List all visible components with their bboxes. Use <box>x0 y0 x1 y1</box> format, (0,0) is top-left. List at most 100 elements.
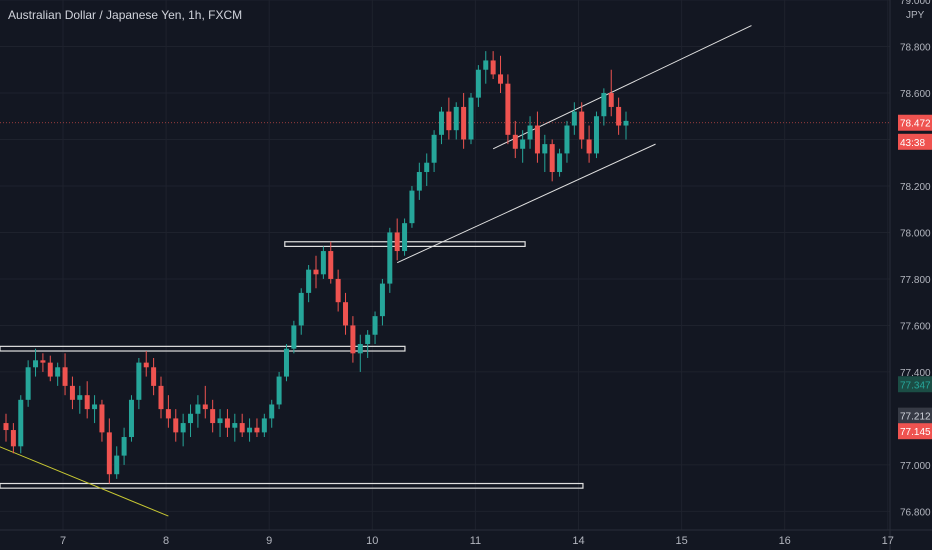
candle-11 <box>84 381 90 419</box>
price-label-bg-3 <box>898 407 932 424</box>
price-label-bg-2 <box>898 376 932 393</box>
channel-lower-line[interactable] <box>396 143 656 264</box>
candle-body <box>313 269 319 275</box>
candle-body <box>84 395 90 410</box>
candle-body <box>601 92 607 117</box>
x-tick-label-4: 11 <box>470 535 481 547</box>
candle-body <box>158 385 164 410</box>
candle-17 <box>128 395 134 442</box>
price-axis-bg <box>890 0 932 550</box>
candle-60 <box>446 97 452 140</box>
x-tick-label-6: 15 <box>675 535 687 547</box>
candle-32 <box>239 413 245 438</box>
candle-body <box>180 423 186 433</box>
candle-body <box>549 144 555 173</box>
candle-76 <box>564 120 570 163</box>
candle-82 <box>608 69 614 117</box>
candle-body <box>527 125 533 140</box>
candle-10 <box>77 385 83 414</box>
candle-body <box>202 404 208 410</box>
candle-body <box>520 139 526 149</box>
candle-18 <box>136 357 142 410</box>
candle-4 <box>33 348 39 377</box>
candle-67 <box>498 55 504 93</box>
candle-body <box>298 292 304 326</box>
interval: 1h <box>188 8 202 22</box>
candle-body <box>623 120 629 126</box>
y-tick-label-6: 77.800 <box>900 275 931 286</box>
x-tick-label-2: 9 <box>266 535 272 547</box>
price-label-1: 43:38 <box>900 138 925 149</box>
candle-51 <box>379 278 385 326</box>
candle-body <box>33 360 39 368</box>
candle-6 <box>47 355 53 382</box>
candle-body <box>571 111 577 126</box>
candle-body <box>350 325 356 354</box>
candle-body <box>224 418 230 428</box>
price-label-bg-4 <box>898 423 932 440</box>
time-axis[interactable]: 7 8 9 10 11 14 15 16 17 <box>0 529 932 547</box>
candle-41 <box>306 265 312 303</box>
candle-70 <box>520 130 526 163</box>
candle-7 <box>55 362 61 386</box>
candle-body <box>276 376 282 405</box>
chart-drawings[interactable] <box>0 25 890 517</box>
candle-body <box>394 232 400 252</box>
candle-69 <box>512 120 518 159</box>
chart-title: Australian Dollar / Japanese Yen, 1h, FX… <box>8 8 243 22</box>
candle-21 <box>158 376 164 419</box>
candle-body <box>379 283 385 317</box>
candle-52 <box>387 227 393 293</box>
candle-83 <box>616 97 622 135</box>
candle-35 <box>261 413 267 438</box>
y-tick-label-4: 78.200 <box>900 182 931 193</box>
candle-body <box>402 223 408 252</box>
price-label-bg-1 <box>898 133 932 150</box>
candle-body <box>106 432 112 475</box>
candle-62 <box>461 92 467 149</box>
candle-42 <box>313 255 319 289</box>
y-tick-label-8: 77.400 <box>900 368 931 379</box>
candle-71 <box>527 116 533 149</box>
candle-body <box>18 399 24 447</box>
price-label-bg-0 <box>898 114 932 131</box>
currency-label: JPY <box>906 10 925 21</box>
support-zone-77-5[interactable] <box>0 345 406 352</box>
candle-22 <box>165 395 171 428</box>
candle-body <box>136 362 142 400</box>
candle-body <box>40 360 46 363</box>
candle-61 <box>453 102 459 140</box>
candle-body <box>195 404 201 414</box>
candle-body <box>217 418 223 424</box>
yellow-trend-line[interactable] <box>0 446 169 517</box>
price-axis[interactable]: 79.00078.80078.60078.40078.20078.00077.8… <box>889 0 932 550</box>
candle-body <box>261 418 267 433</box>
x-tick-label-0: 7 <box>60 535 66 547</box>
candle-20 <box>151 357 157 396</box>
candle-body <box>291 325 297 349</box>
candle-body <box>77 395 83 400</box>
candle-57 <box>424 153 430 186</box>
candle-55 <box>409 185 415 228</box>
candle-body <box>424 162 430 173</box>
candle-56 <box>416 162 422 200</box>
candle-26 <box>195 395 201 428</box>
candle-50 <box>372 311 378 345</box>
candle-34 <box>254 418 260 438</box>
candle-body <box>409 190 415 224</box>
support-zone-76-9[interactable] <box>0 482 584 489</box>
candle-47 <box>350 316 356 363</box>
candle-38 <box>283 344 289 382</box>
candle-75 <box>557 148 563 177</box>
candle-body <box>121 437 127 456</box>
candle-2 <box>18 395 24 454</box>
price-label-3: 77.212 <box>900 412 931 423</box>
candle-body <box>210 409 216 424</box>
candle-body <box>25 367 31 400</box>
candle-16 <box>121 427 127 465</box>
candle-68 <box>505 74 511 145</box>
x-tick-label-1: 8 <box>163 535 169 547</box>
candle-84 <box>623 111 629 140</box>
candle-body <box>3 423 9 431</box>
